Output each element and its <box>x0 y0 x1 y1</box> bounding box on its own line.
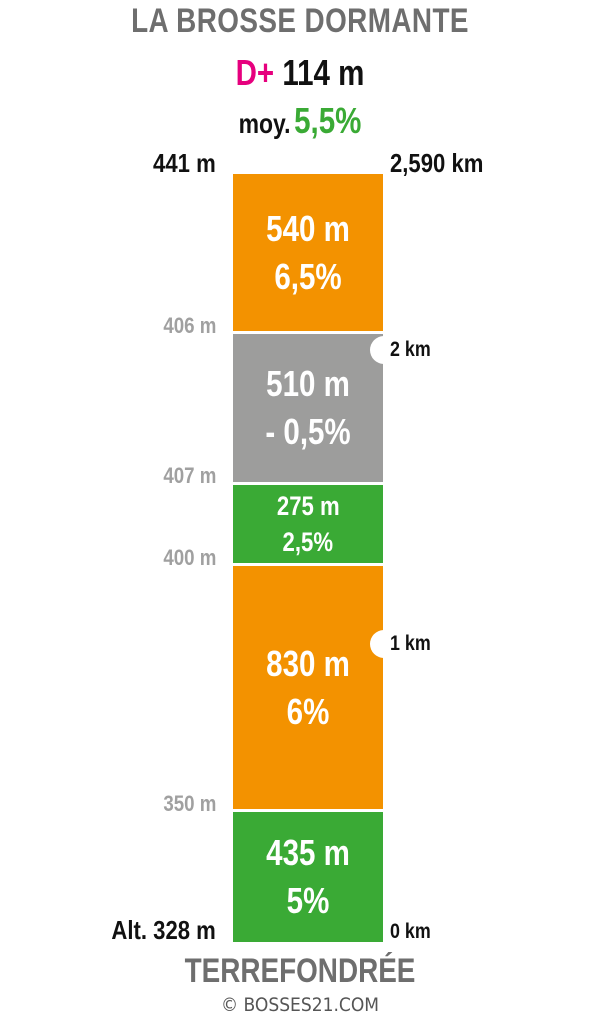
segment-1: 540 m 6,5% <box>233 174 383 331</box>
segment-5: 435 m 5% <box>233 812 383 942</box>
segment-2: 510 m - 0,5% <box>233 334 383 482</box>
segment-3: 275 m 2,5% <box>233 485 383 563</box>
segment-distance: 435 m <box>266 832 350 873</box>
climb-title: LA BROSSE DORMANTE <box>131 2 469 40</box>
segment-distance: 510 m <box>266 363 350 404</box>
segment-gradient: 5% <box>286 880 330 921</box>
km-notch-1 <box>370 630 398 658</box>
km-total: 2,590 km <box>390 148 484 178</box>
altitude-350: 350 m <box>162 791 216 816</box>
start-location: TERREFONDRÉE <box>184 952 416 990</box>
altitude-406: 406 m <box>162 313 216 338</box>
copyright: © BOSSES21.COM <box>220 994 380 1016</box>
altitude-407: 407 m <box>162 463 216 488</box>
segment-gradient: 6% <box>286 690 330 732</box>
segment-gradient: - 0,5% <box>265 411 351 452</box>
segment-distance: 540 m <box>266 207 350 249</box>
dplus-label: D+ <box>235 52 275 93</box>
altitude-400: 400 m <box>162 545 216 570</box>
km-2-label: 2 km <box>390 338 431 361</box>
segment-distance: 275 m <box>276 491 340 521</box>
segment-4: 830 m 6% <box>233 566 383 809</box>
segment-gradient: 2,5% <box>282 527 334 557</box>
segment-gradient: 6,5% <box>274 255 342 297</box>
average-gradient: moy. 5,5% <box>54 100 546 142</box>
segment-distance: 830 m <box>266 642 350 684</box>
altitude-top: 441 m <box>153 148 216 178</box>
dplus-value: 114 m <box>282 52 365 93</box>
km-notch-2 <box>370 336 398 364</box>
km-0-label: 0 km <box>390 920 431 943</box>
moy-label: moy. <box>238 108 291 139</box>
altitude-bottom: Alt. 328 m <box>111 915 216 945</box>
elevation-gain: D+ 114 m <box>54 52 546 94</box>
moy-value: 5,5% <box>294 100 362 141</box>
km-1-label: 1 km <box>390 632 431 655</box>
